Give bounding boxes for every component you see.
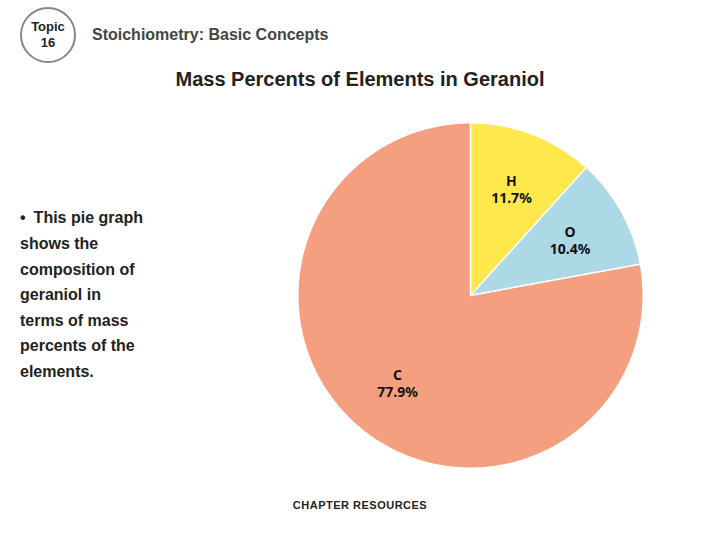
svg-text:H11.7%: H11.7% [491,171,532,207]
html-text:Topic 16: Topic 16 [31,19,65,50]
html-text:Stoichiometry: Basic Concepts: Stoichiometry: Basic Concepts [92,26,329,43]
svg-text:O10.4%: O10.4% [550,222,591,258]
html-text:This pie graph shows the compo: This pie graph shows the composition of … [20,209,143,380]
html-text:Mass Percents of Elements in G: Mass Percents of Elements in Geraniol [175,68,545,90]
svg-text:C77.9%: C77.9% [377,365,418,401]
html-text:CHAPTER RESOURCES: CHAPTER RESOURCES [292,499,428,511]
